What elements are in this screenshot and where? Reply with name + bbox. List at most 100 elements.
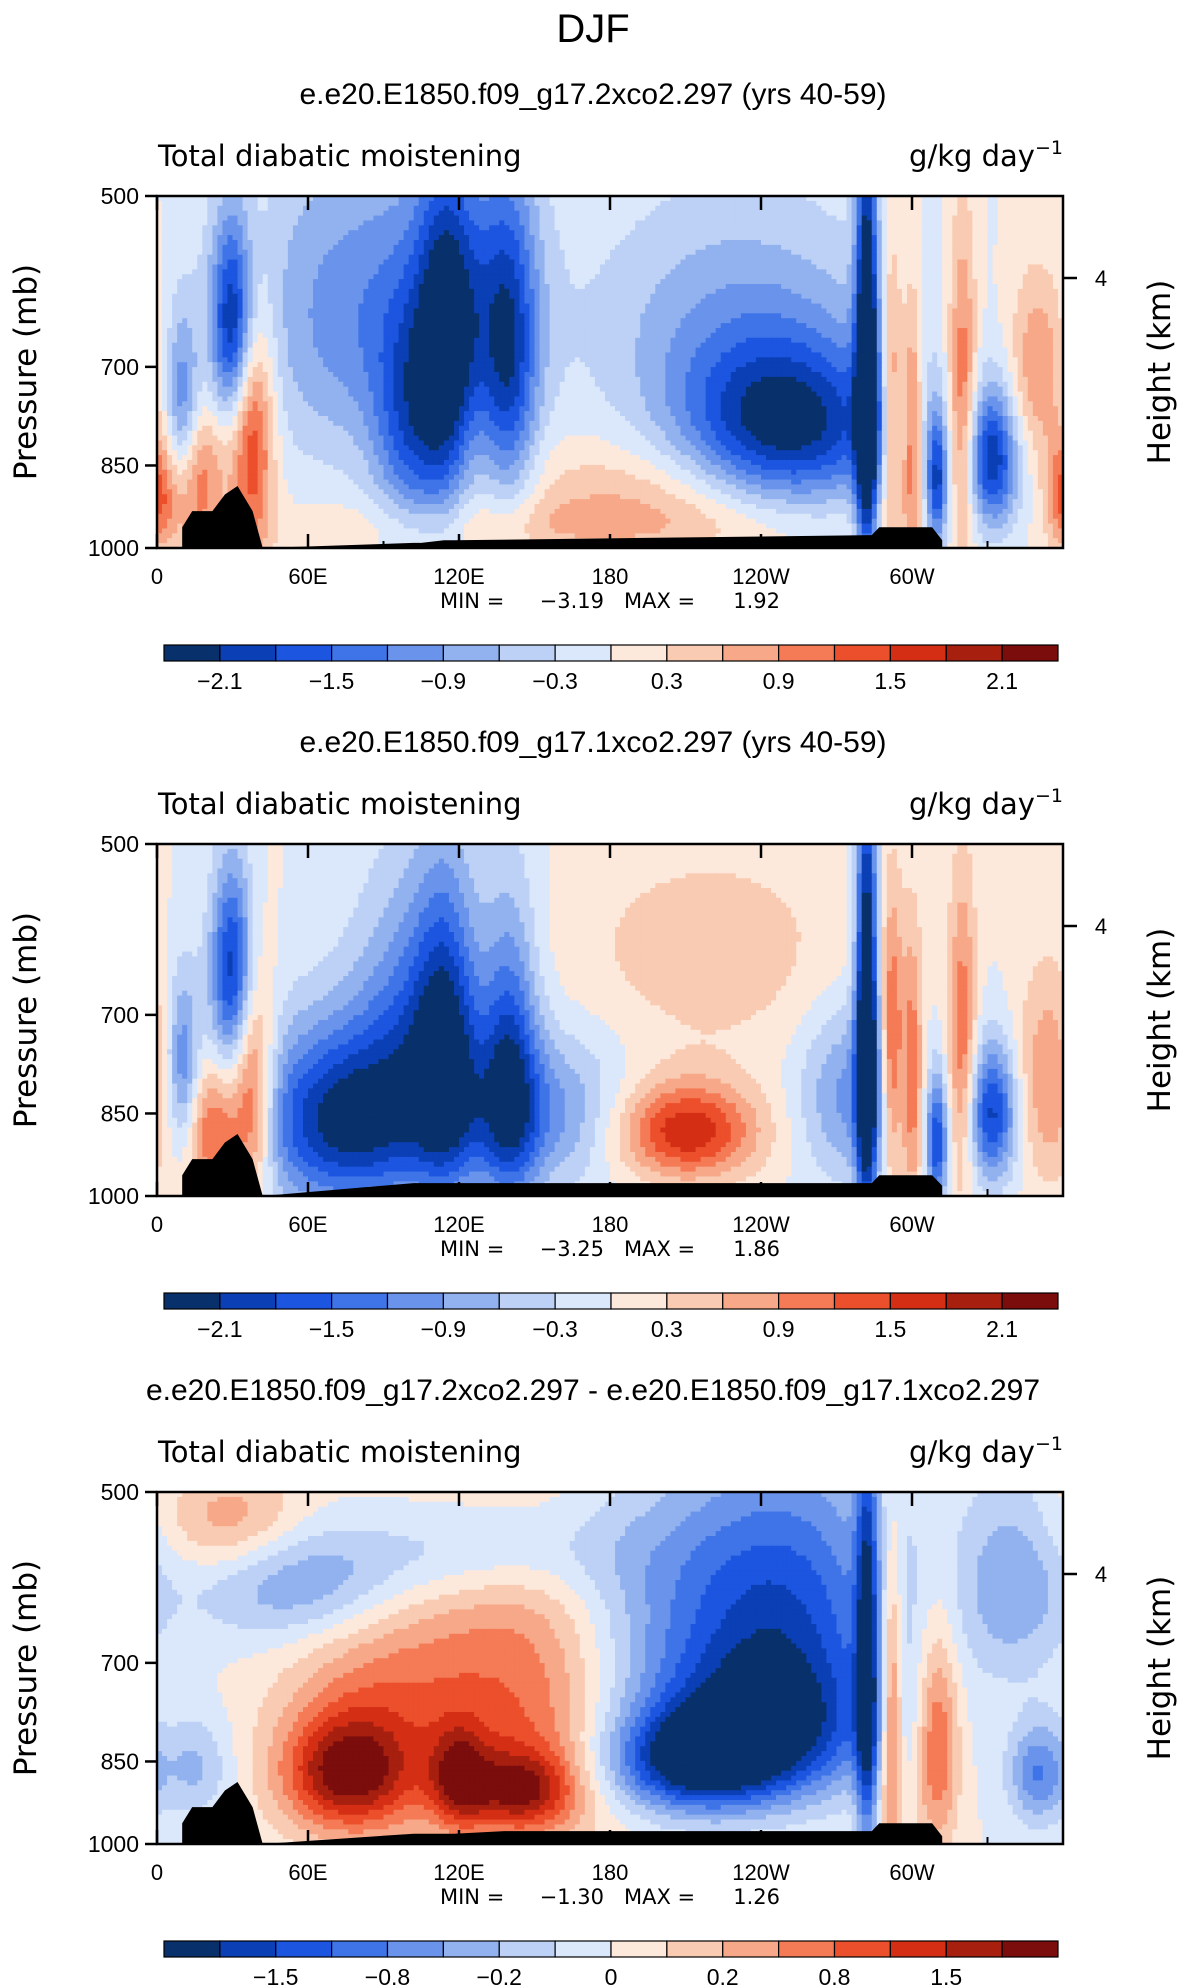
x-axis: 0 60E 120E 180 120W 60W	[151, 196, 989, 589]
x-tick-label: 180	[592, 1212, 629, 1237]
colorbar-label: 0.8	[819, 1964, 851, 1987]
colorbar-label: −1.5	[309, 1316, 354, 1342]
colorbar-label: 0	[605, 1964, 618, 1987]
x-tick-label: 60E	[288, 1212, 327, 1237]
y-tick-label: 700	[101, 354, 139, 380]
y-tick-label: 700	[101, 1650, 139, 1676]
page-title: DJF	[556, 7, 629, 51]
colorbar-swatch	[163, 644, 221, 662]
colorbar-swatch	[778, 1940, 836, 1958]
colorbar-label: 0.2	[707, 1964, 739, 1987]
min-label: MIN =	[440, 1885, 504, 1909]
chart-title: e.e20.E1850.f09_g17.2xco2.297 - e.e20.E1…	[146, 1374, 1040, 1407]
colorbar-swatch	[610, 1292, 668, 1310]
colorbar-swatch	[833, 1292, 891, 1310]
terrain	[182, 486, 943, 548]
colorbar-label: −2.1	[197, 1316, 242, 1342]
x-tick-label: 180	[592, 1860, 629, 1885]
colorbar-label: 0.3	[651, 1316, 683, 1342]
colorbar-swatch	[833, 644, 891, 662]
colorbar-swatch	[722, 1940, 780, 1958]
units-exponent: −1	[1035, 137, 1063, 159]
colorbar-swatch	[331, 644, 389, 662]
y-axis-title: Pressure (mb)	[8, 912, 44, 1128]
y-axis-title: Pressure (mb)	[8, 1560, 44, 1776]
max-value: 1.86	[733, 1237, 780, 1261]
right-tick-label: 4	[1095, 914, 1107, 939]
colorbar-swatch	[610, 1940, 668, 1958]
x-axis: 0 60E 120E 180 120W 60W	[151, 844, 989, 1237]
colorbar: −2.1 −1.5 −0.9 −0.3 0.3 0.9 1.5 2.1	[163, 644, 1059, 694]
units-exponent: −1	[1035, 785, 1063, 807]
right-axis: 4 Height (km)	[1063, 266, 1178, 464]
colorbar-swatch	[666, 1292, 724, 1310]
y-tick-label: 700	[101, 1002, 139, 1028]
variable-label: Total diabatic moistening	[157, 1435, 522, 1469]
y-axis: 500 700 850 1000 Pressure (mb)	[8, 183, 157, 561]
colorbar-swatch	[442, 644, 500, 662]
stats: MIN = −3.25 MAX = 1.86	[440, 1237, 780, 1261]
colorbar-swatch	[554, 1292, 612, 1310]
contour-field	[157, 196, 1063, 548]
x-tick-label: 60E	[288, 564, 327, 589]
colorbar-label: −2.1	[197, 668, 242, 694]
colorbar-swatch	[889, 1292, 947, 1310]
terrain	[182, 1134, 943, 1196]
right-axis: 4 Height (km)	[1063, 914, 1178, 1112]
colorbar-swatch	[331, 1292, 389, 1310]
terrain	[182, 1782, 943, 1844]
colorbar-swatch	[889, 1940, 947, 1958]
colorbar-swatch	[554, 644, 612, 662]
contour-field	[157, 844, 1063, 1196]
right-tick-label: 4	[1095, 1562, 1107, 1587]
x-axis: 0 60E 120E 180 120W 60W	[151, 1492, 989, 1885]
colorbar-label: −0.8	[365, 1964, 410, 1987]
colorbar-swatch	[1001, 644, 1059, 662]
colorbar-swatch	[666, 644, 724, 662]
x-tick-label: 120W	[732, 1860, 790, 1885]
units-label: g/kg day−1	[909, 137, 1063, 173]
colorbar-swatch	[610, 644, 668, 662]
y-tick-label: 1000	[88, 1831, 139, 1857]
y-axis: 500 700 850 1000 Pressure (mb)	[8, 1479, 157, 1857]
colorbar-swatch	[386, 1292, 444, 1310]
contour-field	[157, 1492, 1063, 1844]
x-tick-label: 0	[151, 1860, 163, 1885]
colorbar: −1.5 −0.8 −0.2 0 0.2 0.8 1.5	[163, 1940, 1059, 1987]
colorbar-swatch	[163, 1292, 221, 1310]
min-label: MIN =	[440, 589, 504, 613]
colorbar-label: −0.2	[477, 1964, 522, 1987]
colorbar-swatch	[219, 1940, 277, 1958]
colorbar-label: 1.5	[874, 668, 906, 694]
colorbar-swatch	[945, 1940, 1003, 1958]
variable-label: Total diabatic moistening	[157, 139, 522, 173]
colorbar-label: 1.5	[930, 1964, 962, 1987]
colorbar-swatch	[1001, 1292, 1059, 1310]
colorbar-swatch	[275, 644, 333, 662]
colorbar-swatch	[833, 1940, 891, 1958]
colorbar-label: 0.3	[651, 668, 683, 694]
colorbar-swatch	[945, 1292, 1003, 1310]
units-exponent: −1	[1035, 1433, 1063, 1455]
min-label: MIN =	[440, 1237, 504, 1261]
panels: e.e20.E1850.f09_g17.2xco2.297 (yrs 40-59…	[8, 78, 1178, 1987]
y-tick-label: 1000	[88, 1183, 139, 1209]
stats: MIN = −3.19 MAX = 1.92	[440, 589, 780, 613]
colorbar-swatch	[778, 1292, 836, 1310]
chart-panel-2: e.e20.E1850.f09_g17.1xco2.297 (yrs 40-59…	[8, 726, 1178, 1342]
chart-title: e.e20.E1850.f09_g17.1xco2.297 (yrs 40-59…	[299, 726, 886, 759]
units-label: g/kg day−1	[909, 785, 1063, 821]
colorbar-swatch	[442, 1292, 500, 1310]
chart-title: e.e20.E1850.f09_g17.2xco2.297 (yrs 40-59…	[299, 78, 886, 111]
colorbar: −2.1 −1.5 −0.9 −0.3 0.3 0.9 1.5 2.1	[163, 1292, 1059, 1342]
colorbar-swatch	[219, 1292, 277, 1310]
colorbar-label: −1.5	[253, 1964, 298, 1987]
colorbar-swatch	[275, 1940, 333, 1958]
colorbar-swatch	[331, 1940, 389, 1958]
colorbar-label: 0.9	[763, 668, 795, 694]
y-axis: 500 700 850 1000 Pressure (mb)	[8, 831, 157, 1209]
x-tick-label: 60E	[288, 1860, 327, 1885]
colorbar-label: −0.9	[421, 668, 466, 694]
stats: MIN = −1.30 MAX = 1.26	[440, 1885, 780, 1909]
